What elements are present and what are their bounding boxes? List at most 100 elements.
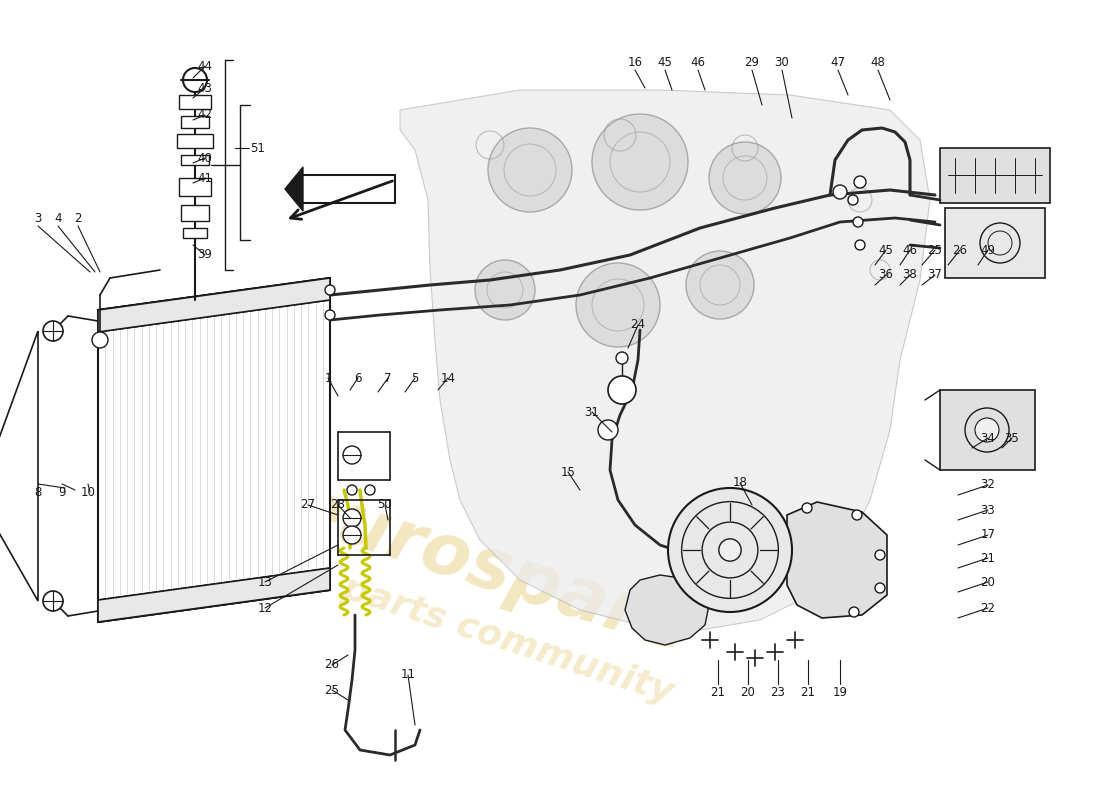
Circle shape bbox=[343, 509, 361, 527]
Circle shape bbox=[855, 240, 865, 250]
Text: 25: 25 bbox=[927, 243, 943, 257]
Text: 45: 45 bbox=[879, 243, 893, 257]
Text: 46: 46 bbox=[902, 243, 917, 257]
Text: 42: 42 bbox=[198, 109, 212, 122]
Text: 32: 32 bbox=[980, 478, 996, 491]
Text: 20: 20 bbox=[740, 686, 756, 698]
Text: 51: 51 bbox=[251, 142, 265, 154]
Bar bbox=[177, 134, 213, 148]
Text: 43: 43 bbox=[198, 82, 212, 94]
Text: 8: 8 bbox=[34, 486, 42, 498]
Polygon shape bbox=[98, 278, 330, 332]
Bar bbox=[179, 178, 211, 196]
Text: 27: 27 bbox=[300, 498, 316, 511]
Text: 1: 1 bbox=[324, 371, 332, 385]
Circle shape bbox=[343, 446, 361, 464]
Circle shape bbox=[92, 332, 108, 348]
Text: 37: 37 bbox=[927, 269, 943, 282]
Text: 50: 50 bbox=[377, 498, 393, 511]
Text: 23: 23 bbox=[771, 686, 785, 698]
Circle shape bbox=[710, 142, 781, 214]
Text: 17: 17 bbox=[980, 529, 996, 542]
Text: 9: 9 bbox=[58, 486, 66, 498]
Text: a parts community: a parts community bbox=[302, 560, 678, 710]
Text: 38: 38 bbox=[903, 269, 917, 282]
Text: 10: 10 bbox=[80, 486, 96, 498]
Bar bbox=[183, 228, 207, 238]
Text: 7: 7 bbox=[384, 371, 392, 385]
Circle shape bbox=[975, 418, 999, 442]
Text: 40: 40 bbox=[198, 151, 212, 165]
Bar bbox=[182, 155, 209, 165]
Circle shape bbox=[874, 550, 886, 560]
Bar bbox=[182, 116, 209, 128]
Circle shape bbox=[576, 263, 660, 347]
Circle shape bbox=[854, 176, 866, 188]
Circle shape bbox=[852, 510, 862, 520]
Text: 15: 15 bbox=[561, 466, 575, 478]
Circle shape bbox=[598, 420, 618, 440]
Text: 5: 5 bbox=[411, 371, 419, 385]
Polygon shape bbox=[98, 278, 330, 622]
Text: 19: 19 bbox=[833, 686, 847, 698]
Text: 6: 6 bbox=[354, 371, 362, 385]
Circle shape bbox=[324, 310, 336, 320]
Text: 49: 49 bbox=[980, 243, 996, 257]
Circle shape bbox=[488, 128, 572, 212]
Circle shape bbox=[616, 352, 628, 364]
Bar bbox=[182, 205, 209, 221]
Text: 20: 20 bbox=[980, 575, 996, 589]
Circle shape bbox=[43, 591, 63, 611]
Text: 26: 26 bbox=[324, 658, 340, 671]
Text: 29: 29 bbox=[745, 55, 759, 69]
Polygon shape bbox=[786, 502, 887, 618]
Circle shape bbox=[365, 485, 375, 495]
Text: 34: 34 bbox=[980, 431, 996, 445]
Text: 16: 16 bbox=[627, 55, 642, 69]
Text: 21: 21 bbox=[711, 686, 726, 698]
Circle shape bbox=[852, 217, 864, 227]
Circle shape bbox=[802, 503, 812, 513]
Text: eurospare: eurospare bbox=[283, 474, 697, 666]
Text: 21: 21 bbox=[801, 686, 815, 698]
Circle shape bbox=[833, 185, 847, 199]
Text: 28: 28 bbox=[331, 498, 345, 511]
Text: 4: 4 bbox=[54, 211, 62, 225]
Polygon shape bbox=[625, 575, 710, 645]
Circle shape bbox=[718, 539, 741, 561]
Text: 33: 33 bbox=[980, 503, 996, 517]
Text: 12: 12 bbox=[257, 602, 273, 614]
Bar bbox=[179, 95, 211, 109]
Text: 48: 48 bbox=[870, 55, 886, 69]
Text: 44: 44 bbox=[198, 59, 212, 73]
Text: 14: 14 bbox=[440, 371, 455, 385]
Text: 18: 18 bbox=[733, 477, 747, 490]
Polygon shape bbox=[285, 167, 303, 211]
Bar bbox=[945, 208, 1045, 278]
Bar bbox=[940, 390, 1035, 470]
Text: 11: 11 bbox=[400, 669, 416, 682]
Text: 36: 36 bbox=[879, 269, 893, 282]
Text: 21: 21 bbox=[980, 551, 996, 565]
Text: 39: 39 bbox=[198, 249, 212, 262]
Polygon shape bbox=[400, 90, 930, 630]
Text: 46: 46 bbox=[691, 55, 705, 69]
Text: 13: 13 bbox=[257, 575, 273, 589]
Circle shape bbox=[592, 114, 688, 210]
Circle shape bbox=[343, 526, 361, 544]
Text: 25: 25 bbox=[324, 683, 340, 697]
Text: 26: 26 bbox=[953, 243, 968, 257]
Circle shape bbox=[475, 260, 535, 320]
Circle shape bbox=[874, 583, 886, 593]
Text: 31: 31 bbox=[584, 406, 600, 418]
Circle shape bbox=[668, 488, 792, 612]
Circle shape bbox=[848, 195, 858, 205]
Text: 45: 45 bbox=[658, 55, 672, 69]
Circle shape bbox=[686, 251, 754, 319]
Text: 41: 41 bbox=[198, 171, 212, 185]
Circle shape bbox=[849, 607, 859, 617]
Text: 47: 47 bbox=[830, 55, 846, 69]
Circle shape bbox=[608, 376, 636, 404]
Circle shape bbox=[324, 285, 336, 295]
Text: 3: 3 bbox=[34, 211, 42, 225]
